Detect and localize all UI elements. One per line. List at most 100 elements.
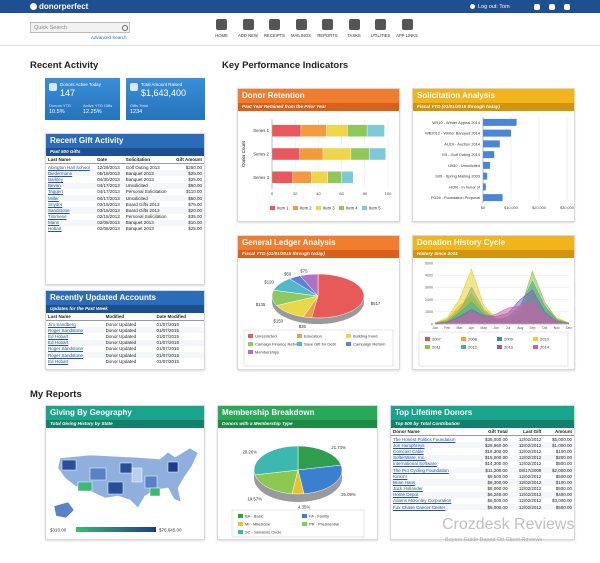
nav-label[interactable]: APP LINKS <box>396 33 418 38</box>
nav-icon[interactable] <box>375 19 386 30</box>
area-series <box>434 301 570 325</box>
record-link[interactable]: Jim Sandberg <box>48 321 76 327</box>
panel-subtitle: Donors with a Membership Type <box>218 420 377 428</box>
legend-label: Item 5 <box>369 206 381 211</box>
column-header: Date Modified <box>154 313 204 321</box>
record-link[interactable]: SofterWare, Inc. <box>393 455 426 461</box>
table-cell: 03/15/2013 <box>97 201 120 207</box>
nav-label[interactable]: MAILINGS <box>290 33 311 38</box>
record-link[interactable]: Miller <box>48 195 59 201</box>
table-cell: 12/29/2013 <box>97 164 120 170</box>
nav-icon[interactable] <box>322 19 333 30</box>
record-link[interactable]: Ed Hobart <box>48 340 69 346</box>
table-cell: $28,860.00 <box>475 442 510 449</box>
panel-subtitle: Past Year Retained from the Prior Year <box>238 103 399 111</box>
state <box>167 461 179 473</box>
record-link[interactable]: Ed Hobart <box>48 358 69 364</box>
quick-search-input[interactable]: Quick Search <box>30 22 130 33</box>
legend-swatch <box>293 206 298 210</box>
nav-label[interactable]: UTILITIES <box>370 33 391 38</box>
table-cell: $3,000.00 <box>551 498 572 504</box>
table-cell: $10.00 <box>171 219 204 226</box>
table-cell: $25.00 <box>188 176 202 182</box>
nav-label[interactable]: TASKS <box>347 33 361 38</box>
record-link[interactable]: Barkley <box>48 176 64 182</box>
logo[interactable]: donorperfect <box>39 1 89 11</box>
nav-label[interactable]: ADD NEW <box>238 33 258 38</box>
slice-label: 21.74% <box>331 445 346 450</box>
record-link[interactable]: International Software <box>393 461 437 467</box>
record-link[interactable]: Timmene <box>48 214 67 220</box>
record-link[interactable]: The Honest Politics Foundation <box>393 436 456 442</box>
y-tick-label: 4000 <box>425 274 433 278</box>
nav-icon[interactable] <box>269 19 280 30</box>
toolbar-icon[interactable] <box>549 3 555 10</box>
legend-swatch <box>302 514 307 518</box>
nav-icon[interactable] <box>242 19 254 30</box>
record-link[interactable]: Ed Hobart <box>48 333 69 339</box>
legend-label: Camaign Finance Reform <box>255 342 301 347</box>
y-tick-label: U950 - Unsolicited <box>448 163 480 168</box>
column-header: Date <box>95 156 124 164</box>
record-link[interactable]: Roger Sandstone <box>48 327 84 333</box>
legend-box <box>243 329 394 367</box>
record-link[interactable]: Kinko's <box>393 473 408 479</box>
legend-label: 2011 <box>432 345 441 350</box>
state <box>119 462 133 474</box>
table-cell: $18,300.00 <box>485 448 508 454</box>
record-link[interactable]: Jon Humphreys <box>393 442 425 448</box>
bar-segment <box>366 124 385 137</box>
record-link[interactable]: Home Depot <box>393 492 419 498</box>
x-tick-label: Jan <box>432 326 438 330</box>
state <box>77 481 93 492</box>
record-link[interactable]: Sandstone <box>48 207 70 213</box>
nav-icon[interactable] <box>216 19 227 30</box>
record-link[interactable]: Fox Chase Cancer Center <box>393 504 446 510</box>
table-cell: $9,500.00 <box>487 473 508 479</box>
nav-label[interactable]: REPORTS <box>317 33 338 38</box>
legend-label: 2007 <box>432 337 442 342</box>
section-title: My Reports <box>30 389 82 400</box>
table-cell: Fox Chase Cancer Center <box>391 504 476 511</box>
panel: Solicitation Analysis Fiscal YTD (01/01/2… <box>412 88 575 222</box>
record-link[interactable]: The Pro Cycling Foundation <box>393 467 449 473</box>
panel-body: 0 1000 2000 3000 4000 5000 Jan Feb Mar Apr May Jun J… <box>413 258 574 369</box>
table-cell: Board Gifts 2013 <box>123 207 172 214</box>
table-cell: 05/18/2013 <box>95 170 124 177</box>
logout-link[interactable]: Log out: Tom <box>478 3 510 10</box>
bar-segment <box>271 171 294 184</box>
table-cell: Jon Humphreys <box>391 442 476 449</box>
nav-label[interactable]: RECEIPTS <box>264 33 285 38</box>
record-link[interactable]: Mann <box>48 220 60 226</box>
nav-label[interactable]: HOME <box>215 33 228 38</box>
record-link[interactable]: Jack Hollander <box>393 486 423 492</box>
nav-icon[interactable] <box>348 19 360 30</box>
record-link[interactable]: Abington Hall School <box>48 164 90 170</box>
record-link[interactable]: Roger Sandstone <box>48 352 84 358</box>
legend-swatch <box>533 345 538 349</box>
record-link[interactable]: Adams McKinley Corporation <box>393 498 452 504</box>
advanced-search-link[interactable]: Advanced Search <box>91 35 127 40</box>
toolbar-icon[interactable] <box>564 3 570 10</box>
table-cell: Donor Updated <box>105 333 137 339</box>
record-link[interactable]: Hobart <box>48 226 62 232</box>
toolbar-icon[interactable] <box>534 3 540 10</box>
table-cell: $15,000.00 <box>475 454 510 461</box>
record-link[interactable]: Comcast Cable <box>393 448 424 454</box>
record-link[interactable]: Brian Hans <box>393 479 416 485</box>
y-tick-label: 2000 <box>425 298 433 302</box>
record-link[interactable]: Biedermann <box>48 170 73 176</box>
column-header: Last Name <box>46 313 104 321</box>
table-cell: $500.00 <box>555 473 572 479</box>
record-link[interactable]: Snyder <box>48 201 63 207</box>
tile-sub-label: Donors YTD <box>49 103 71 108</box>
table-cell: $100.00 <box>543 479 574 486</box>
record-link[interactable]: Taggert <box>48 189 64 195</box>
record-link[interactable]: Bevan <box>48 183 61 189</box>
nav-icon[interactable] <box>401 19 413 30</box>
panel-subtitle: Total Giving History by State <box>46 420 204 428</box>
slice-label: $50 <box>284 272 292 277</box>
nav-icon[interactable] <box>295 19 307 30</box>
x-tick-label: $0 <box>481 206 485 210</box>
record-link[interactable]: Roger Sandstone <box>48 346 84 352</box>
